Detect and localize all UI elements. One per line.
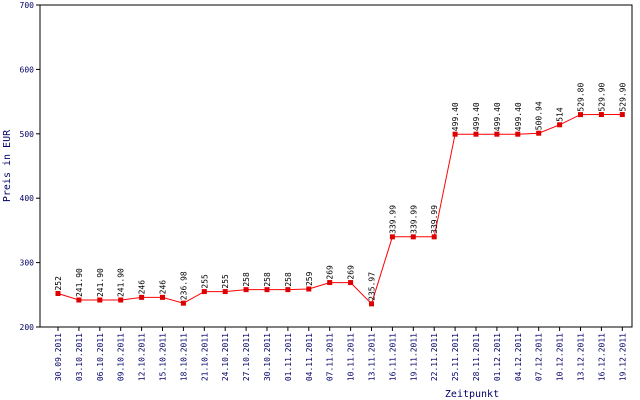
data-label: 499.40 (451, 102, 460, 131)
data-label: 529.80 (577, 83, 586, 112)
y-tick-label: 200 (20, 323, 35, 332)
x-tick-label: 10.12.2011 (556, 333, 565, 381)
x-tick-label: 01.11.2011 (284, 333, 293, 381)
x-tick-label: 19.12.2011 (618, 333, 627, 381)
data-label: 269 (347, 265, 356, 280)
y-tick-label: 500 (20, 130, 35, 139)
x-tick-label: 25.11.2011 (451, 333, 460, 381)
x-tick-label: 04.12.2011 (514, 333, 523, 381)
data-label: 258 (242, 272, 251, 287)
data-point (619, 112, 625, 118)
x-tick-label: 27.10.2011 (242, 333, 251, 381)
y-tick-label: 300 (20, 259, 35, 268)
data-label: 258 (284, 272, 293, 287)
data-label: 259 (305, 271, 314, 286)
data-point (494, 131, 500, 137)
x-tick-label: 15.10.2011 (159, 333, 168, 381)
x-tick-label: 28.11.2011 (472, 333, 481, 381)
x-tick-label: 07.12.2011 (535, 333, 544, 381)
x-tick-label: 19.11.2011 (409, 333, 418, 381)
data-label: 258 (263, 272, 272, 287)
y-tick-label: 700 (20, 1, 35, 10)
y-axis: 200 300 400 500 600 700 (20, 1, 40, 332)
data-point (118, 297, 124, 303)
data-label: 500.94 (535, 101, 544, 130)
x-tick-label: 04.11.2011 (305, 333, 314, 381)
data-label: 241.90 (117, 268, 126, 297)
data-point (515, 131, 521, 137)
y-axis-label: Preis in EUR (2, 129, 13, 202)
x-axis: 30.09.2011 03.10.2011 06.10.2011 09.10.2011… (54, 327, 627, 381)
x-tick-label: 13.11.2011 (368, 333, 377, 381)
x-tick-label: 01.12.2011 (493, 333, 502, 381)
data-label: 236.98 (179, 271, 188, 300)
data-point (139, 294, 145, 300)
data-point (598, 112, 604, 118)
data-label: 339.99 (388, 205, 397, 234)
data-point (389, 234, 395, 240)
x-tick-label: 06.10.2011 (96, 333, 105, 381)
data-label: 499.40 (472, 102, 481, 131)
data-label: 235.97 (368, 272, 377, 301)
x-tick-label: 12.10.2011 (138, 333, 147, 381)
data-point (264, 287, 270, 293)
x-tick-label: 13.12.2011 (577, 333, 586, 381)
data-point (452, 131, 458, 137)
x-tick-label: 16.12.2011 (597, 333, 606, 381)
data-point (327, 280, 333, 286)
data-point (243, 287, 249, 293)
price-series-line (57, 114, 623, 305)
data-point (369, 301, 374, 307)
x-tick-label: 07.11.2011 (326, 333, 335, 381)
data-label: 339.99 (430, 205, 439, 234)
data-point (348, 280, 354, 286)
x-tick-label: 21.10.2011 (200, 333, 209, 381)
data-point (410, 234, 416, 240)
plot-area (39, 4, 633, 328)
data-point (160, 294, 165, 300)
data-point (97, 297, 103, 303)
data-point (473, 131, 479, 137)
data-point (201, 289, 207, 295)
data-label: 499.40 (493, 102, 502, 131)
data-label: 241.90 (96, 268, 105, 297)
x-tick-label: 18.10.2011 (179, 333, 188, 381)
data-labels: 252 241.90 241.90 241.90 246 246 236.98 255 255 2… (54, 82, 627, 300)
data-label: 246 (159, 280, 168, 295)
data-label: 339.99 (409, 205, 418, 234)
x-tick-label: 10.11.2011 (347, 333, 356, 381)
data-label: 529.90 (597, 82, 606, 111)
data-point (222, 289, 228, 295)
x-tick-label: 16.11.2011 (388, 333, 397, 381)
data-point (557, 122, 563, 128)
x-tick-label: 30.10.2011 (263, 333, 272, 381)
data-point (306, 286, 312, 292)
data-point (536, 130, 542, 136)
data-label: 269 (326, 265, 335, 280)
x-tick-label: 30.09.2011 (54, 333, 63, 381)
data-label: 255 (221, 274, 230, 289)
data-label: 252 (54, 276, 63, 291)
data-point (285, 287, 291, 293)
y-tick-label: 600 (20, 65, 35, 74)
data-label: 241.90 (75, 268, 84, 297)
x-tick-label: 03.10.2011 (75, 333, 84, 381)
price-series-markers (55, 112, 625, 307)
data-label: 529.90 (618, 82, 627, 111)
x-tick-label: 22.11.2011 (430, 333, 439, 381)
data-point (431, 234, 437, 240)
x-tick-label: 09.10.2011 (117, 333, 126, 381)
data-point (578, 112, 583, 118)
x-tick-label: 24.10.2011 (221, 333, 230, 381)
data-label: 514 (556, 107, 565, 122)
data-point (55, 291, 61, 297)
y-tick-label: 400 (20, 194, 35, 203)
data-label: 246 (138, 280, 147, 295)
data-label: 255 (200, 274, 209, 289)
data-point (76, 297, 82, 303)
x-axis-label: Zeitpunkt (445, 389, 499, 400)
data-label: 499.40 (514, 102, 523, 131)
data-point (180, 300, 186, 306)
